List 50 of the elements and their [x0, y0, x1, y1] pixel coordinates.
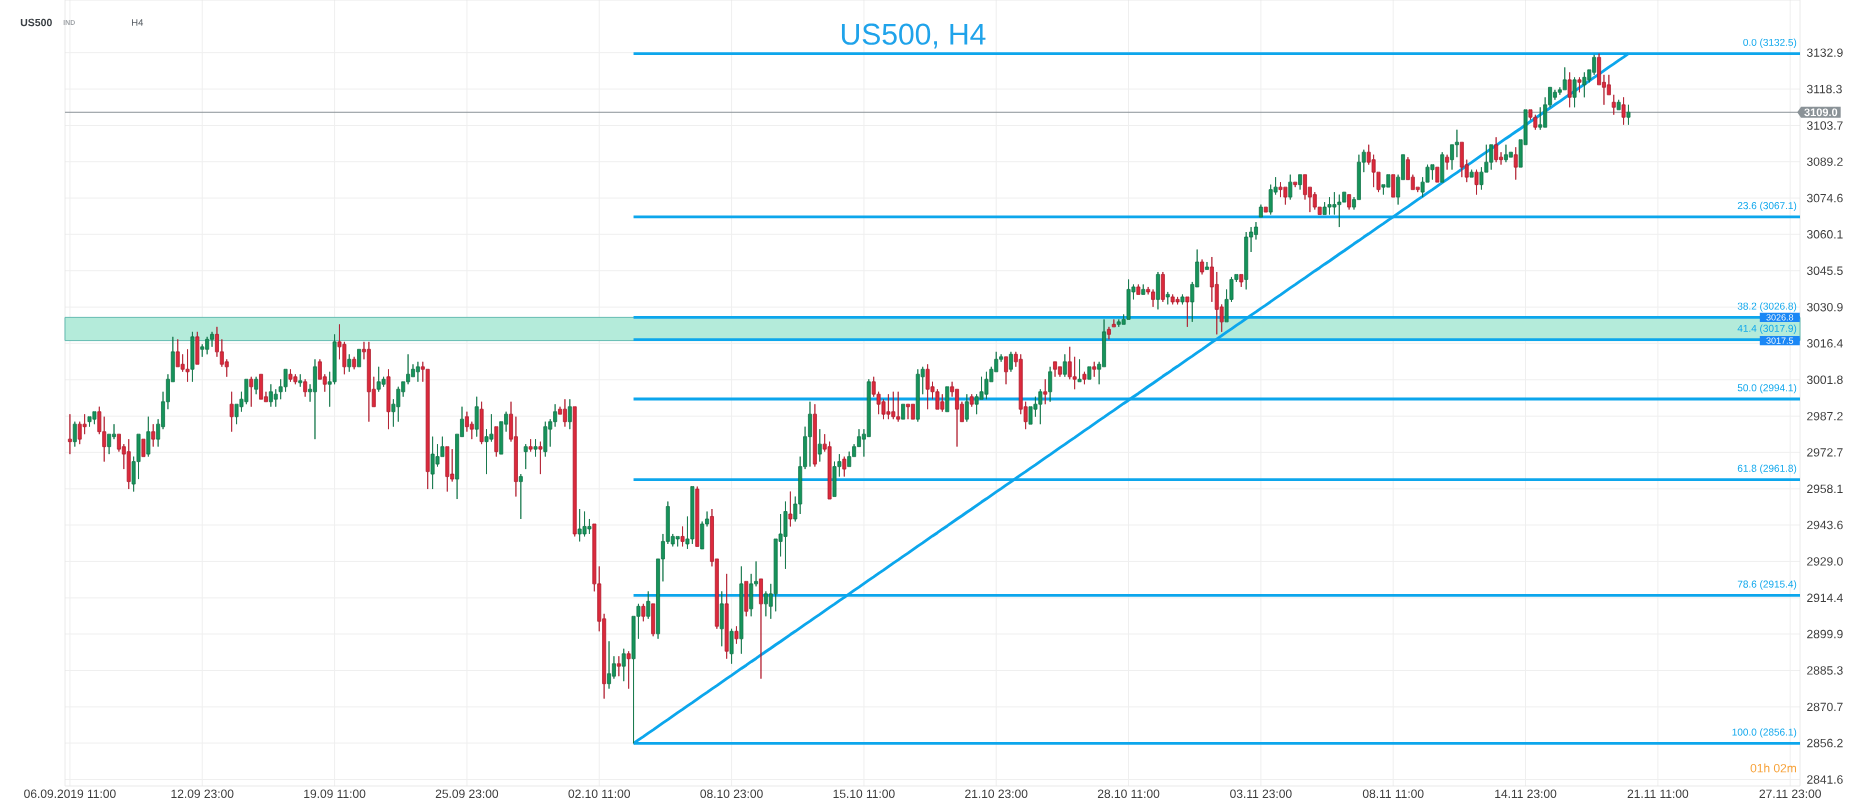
y-tick-label: 2987.2 — [1807, 411, 1843, 421]
y-tick-label: 3001.8 — [1806, 375, 1843, 384]
y-tick-label: 2972.7 — [1807, 448, 1843, 457]
y-tick-label: 3060.1 — [1806, 230, 1843, 239]
annotation: 01h 02m — [1750, 763, 1796, 773]
y-tick-label: 2856.2 — [1807, 738, 1843, 748]
ref-line-label: 41.4 (3017.9) — [1737, 324, 1797, 334]
annotation: H4 — [132, 19, 144, 26]
x-tick-label: 02.10 11:00 — [568, 789, 631, 799]
ref-line-label: 78.6 (2915.4) — [1737, 580, 1797, 590]
x-tick-label: 08.10 23:00 — [700, 789, 763, 799]
y-tick-label: 2943.6 — [1807, 520, 1843, 530]
y-tick-label: 3118.3 — [1806, 84, 1842, 94]
ref-line-label: 100.0 (2856.1) — [1732, 728, 1797, 738]
y-tick-label: 3074.6 — [1806, 193, 1843, 203]
ref-line-label: 38.2 (3026.8) — [1737, 302, 1797, 312]
annotation: 3026.8 — [1766, 314, 1794, 321]
x-tick-label: 25.09 23:00 — [435, 789, 499, 799]
y-tick-label: 3103.7 — [1806, 121, 1843, 130]
y-tick-label: 3016.4 — [1806, 339, 1843, 348]
ref-line-label: 3109.0 — [1804, 108, 1838, 117]
text: US500 — [20, 18, 52, 27]
x-tick-label: 14.11 23:00 — [1495, 789, 1557, 799]
y-tick-label: 2899.9 — [1807, 629, 1843, 639]
x-tick-label: 12.09 23:00 — [171, 789, 234, 799]
x-tick-label: 28.10 11:00 — [1097, 789, 1160, 799]
ref-line-label: 61.8 (2961.8) — [1737, 464, 1797, 474]
ref-line-label: 50.0 (2994.1) — [1737, 383, 1797, 394]
ref-line-label: 0.0 (3132.5) — [1743, 38, 1797, 48]
y-tick-label: 2914.4 — [1807, 593, 1843, 603]
y-tick-label: 2929.0 — [1807, 557, 1843, 566]
x-tick-label: 03.11 23:00 — [1230, 789, 1292, 799]
annotation: 3017.5 — [1766, 337, 1794, 344]
y-tick-label: 3045.5 — [1806, 266, 1843, 275]
x-tick-label: 06.09.2019 11:00 — [24, 789, 116, 799]
ref-line-label: 23.6 (3067.1) — [1737, 201, 1797, 212]
x-tick-label: 27.11 23:00 — [1759, 789, 1821, 799]
x-tick-label: 08.11 11:00 — [1362, 789, 1424, 799]
x-tick-label: 21.11 11:00 — [1627, 789, 1689, 799]
x-tick-label: 19.09 11:00 — [304, 789, 366, 799]
y-tick-label: 3132.9 — [1806, 48, 1843, 57]
text: US500, H4 — [841, 23, 986, 49]
x-tick-label: 15.10 11:00 — [833, 789, 895, 799]
x-tick-label: 21.10 23:00 — [965, 789, 1028, 799]
y-tick-label: 2958.1 — [1807, 484, 1843, 494]
y-tick-label: 2885.3 — [1807, 666, 1843, 675]
y-tick-label: 3030.9 — [1806, 302, 1843, 312]
y-tick-label: 3089.2 — [1806, 157, 1843, 166]
y-tick-label: 2841.6 — [1807, 775, 1843, 784]
y-tick-label: 2870.7 — [1807, 702, 1843, 712]
